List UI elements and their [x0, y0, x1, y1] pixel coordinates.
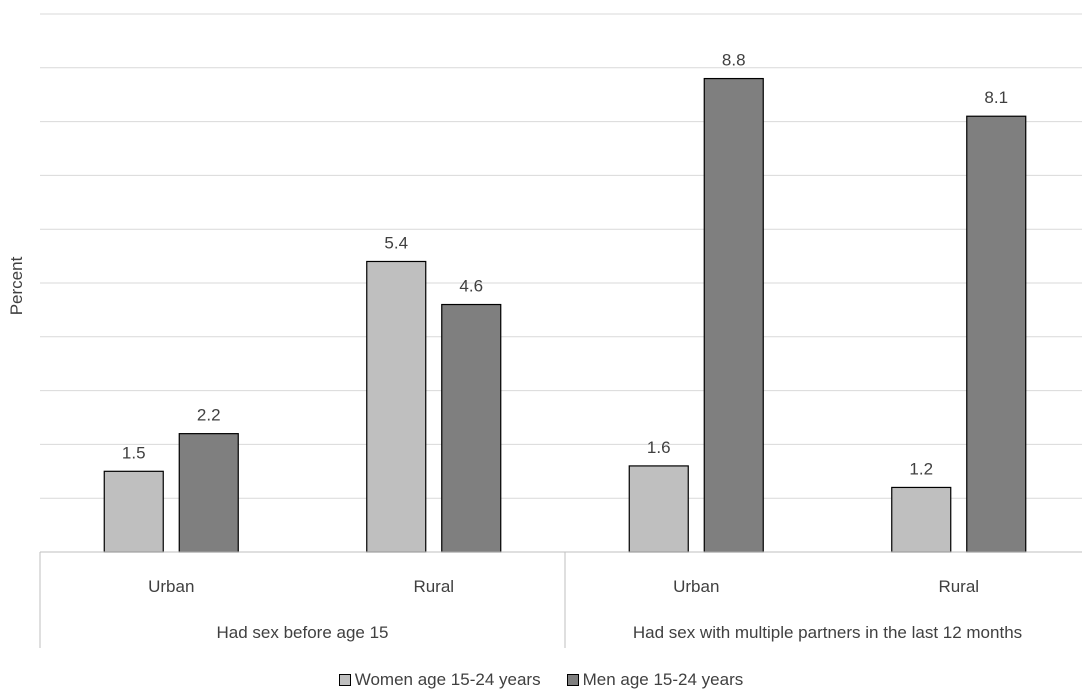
bar-women-1 [366, 260, 427, 553]
legend-label-men: Men age 15-24 years [582, 670, 744, 689]
legend: Women age 15-24 years Men age 15-24 year… [0, 668, 1082, 692]
data-label: 2.2 [197, 406, 221, 425]
gridlines [40, 13, 1082, 499]
y-axis-label: Percent [7, 256, 26, 315]
legend-item-women: Women age 15-24 years [338, 670, 541, 690]
legend-item-men: Men age 15-24 years [566, 670, 744, 690]
bar-men-2 [703, 77, 764, 553]
legend-swatch-women [338, 674, 351, 686]
bar-men-0 [178, 433, 239, 553]
bar-women-3 [891, 486, 952, 553]
data-label: 8.1 [984, 88, 1008, 107]
legend-swatch-men [566, 674, 579, 686]
bar-men-3 [966, 115, 1027, 553]
category-tick-label: Urban [673, 577, 719, 596]
data-labels: 1.5 2.2 5.4 4.6 1.6 8.8 1.2 8.1 [122, 51, 1008, 479]
category-tick-label: Urban [148, 577, 194, 596]
category-tick-label: Rural [938, 577, 979, 596]
data-label: 1.5 [122, 443, 146, 462]
group-tick-label: Had sex with multiple partners in the la… [633, 623, 1022, 642]
data-label: 5.4 [384, 233, 408, 252]
data-label: 8.8 [722, 51, 746, 70]
category-axis: Urban Rural Had sex before age 15 Urban Rura… [39, 551, 1082, 648]
bar-women-0 [103, 470, 164, 553]
bars [103, 77, 1027, 553]
data-label: 1.6 [647, 438, 671, 457]
data-label: 4.6 [459, 277, 483, 296]
group-tick-label: Had sex before age 15 [216, 623, 388, 642]
bar-women-2 [628, 465, 689, 553]
category-tick-label: Rural [413, 577, 454, 596]
bar-men-1 [441, 303, 502, 553]
legend-label-women: Women age 15-24 years [354, 670, 541, 689]
data-label: 1.2 [909, 459, 933, 478]
